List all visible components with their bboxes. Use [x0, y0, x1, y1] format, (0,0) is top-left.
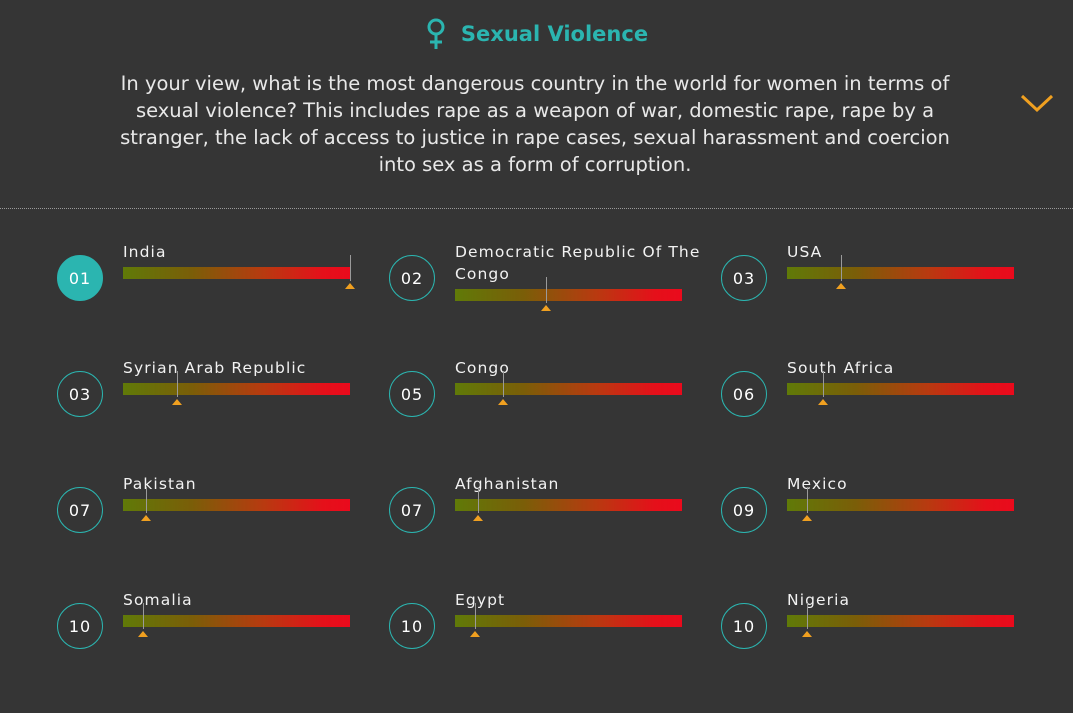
danger-bar [455, 289, 682, 301]
danger-bar [123, 267, 350, 279]
level-marker-line [807, 487, 808, 513]
level-marker-icon [541, 305, 551, 311]
danger-bar [787, 499, 1014, 511]
danger-bar [455, 499, 682, 511]
level-marker-icon [141, 515, 151, 521]
ranking-card[interactable]: 03 Syrian Arab Republic [57, 359, 387, 481]
rank-badge: 01 [57, 255, 103, 301]
country-name: Mexico [787, 475, 848, 493]
danger-bar [123, 615, 350, 627]
level-marker-line [143, 603, 144, 629]
level-marker-icon [172, 399, 182, 405]
danger-bar [123, 499, 350, 511]
level-marker-icon [345, 283, 355, 289]
country-name: Pakistan [123, 475, 197, 493]
rank-badge: 03 [57, 371, 103, 417]
level-marker-icon [470, 631, 480, 637]
country-name: Afghanistan [455, 475, 560, 493]
chevron-down-icon [1020, 94, 1054, 113]
danger-bar [787, 615, 1014, 627]
danger-bar [455, 615, 682, 627]
level-marker-icon [836, 283, 846, 289]
country-name: Syrian Arab Republic [123, 359, 307, 377]
ranking-card[interactable]: 09 Mexico [721, 475, 1051, 597]
country-name: Nigeria [787, 591, 851, 609]
level-marker-line [475, 603, 476, 629]
rank-badge: 02 [389, 255, 435, 301]
ranking-card[interactable]: 05 Congo [389, 359, 719, 481]
level-marker-line [841, 255, 842, 281]
question-header: Sexual Violence In your view, what is th… [0, 0, 1073, 209]
country-name: Democratic Republic Of The Congo [455, 243, 701, 283]
level-marker-icon [498, 399, 508, 405]
level-marker-line [146, 487, 147, 513]
rank-badge: 10 [389, 603, 435, 649]
country-name: Somalia [123, 591, 193, 609]
level-marker-icon [473, 515, 483, 521]
danger-bar [123, 383, 350, 395]
country-name: Egypt [455, 591, 506, 609]
country-name: Congo [455, 359, 510, 377]
question-text: In your view, what is the most dangerous… [120, 72, 950, 176]
danger-bar [787, 267, 1014, 279]
ranking-card[interactable]: 10 Somalia [57, 591, 387, 713]
ranking-card[interactable]: 07 Afghanistan [389, 475, 719, 597]
ranking-card[interactable]: 06 South Africa [721, 359, 1051, 481]
level-marker-line [807, 603, 808, 629]
ranking-grid: 01 India 02 Democratic Republic Of The Cong… [0, 209, 1073, 698]
level-marker-line [823, 371, 824, 397]
danger-bar [455, 383, 682, 395]
level-marker-line [177, 371, 178, 397]
level-marker-line [546, 277, 547, 303]
rank-badge: 05 [389, 371, 435, 417]
rank-badge: 03 [721, 255, 767, 301]
level-marker-icon [138, 631, 148, 637]
rank-badge: 07 [57, 487, 103, 533]
section-title: Sexual Violence [460, 22, 649, 46]
rank-badge: 10 [721, 603, 767, 649]
ranking-card[interactable]: 07 Pakistan [57, 475, 387, 597]
rank-badge: 06 [721, 371, 767, 417]
header-divider [0, 208, 1073, 209]
title-row: Sexual Violence [0, 18, 1073, 50]
country-name: South Africa [787, 359, 895, 377]
level-marker-line [503, 371, 504, 397]
rank-badge: 07 [389, 487, 435, 533]
danger-bar [787, 383, 1014, 395]
country-name: USA [787, 243, 823, 261]
level-marker-line [350, 255, 351, 281]
level-marker-icon [818, 399, 828, 405]
ranking-card[interactable]: 03 USA [721, 243, 1051, 365]
level-marker-line [478, 487, 479, 513]
rank-badge: 09 [721, 487, 767, 533]
ranking-card[interactable]: 10 Nigeria [721, 591, 1051, 713]
venus-icon [427, 18, 445, 49]
level-marker-icon [802, 631, 812, 637]
level-marker-icon [802, 515, 812, 521]
country-name: India [123, 243, 167, 261]
ranking-card[interactable]: 02 Democratic Republic Of The Congo [389, 243, 719, 365]
ranking-card[interactable]: 01 India [57, 243, 387, 365]
ranking-card[interactable]: 10 Egypt [389, 591, 719, 713]
expand-button[interactable] [1016, 88, 1058, 118]
rank-badge: 10 [57, 603, 103, 649]
